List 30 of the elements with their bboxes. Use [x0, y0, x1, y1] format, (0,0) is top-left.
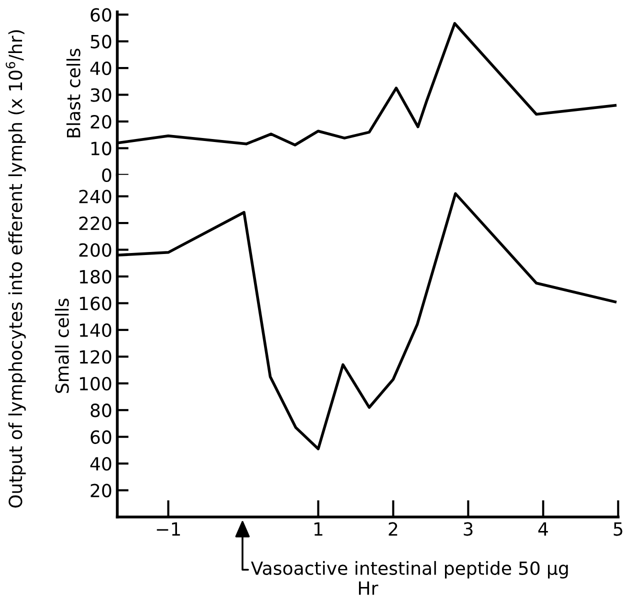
y-tick-label: 200 [79, 243, 112, 257]
text: Output of lymphocytes into efferent lymph (x 10$^{6}$/hr) [6, 30, 26, 508]
y-tick-label: 10 [91, 142, 112, 156]
y-tick-label: 30 [90, 88, 112, 102]
y-tick-label: 180 [80, 270, 112, 284]
y-tick-label: 60 [90, 8, 112, 22]
y-tick-label: 20 [90, 114, 112, 129]
y-tick-label: 40 [90, 62, 112, 76]
y-tick-label: 0 [102, 168, 112, 182]
y-tick-label: 160 [80, 296, 112, 310]
x-tick-label: 4 [538, 522, 548, 536]
text: Vasoactive intestinal peptide 50 μg [250, 561, 568, 579]
x-tick-label: 2 [388, 522, 398, 536]
y-tick-label: 80 [90, 404, 112, 418]
y-tick-label: 50 [90, 34, 112, 48]
x-tick-label: 1 [314, 522, 322, 536]
y-tick-label: 20 [90, 484, 112, 498]
y-tick-label: 220 [79, 216, 112, 230]
y-tick-label: 100 [80, 376, 112, 390]
x-axis-title: Hr [358, 582, 378, 595]
y-tick-label: 120 [80, 350, 112, 364]
x-tick-label: 3 [464, 522, 472, 536]
y-tick-label: 40 [90, 457, 112, 471]
x-tick-label: −1 [156, 522, 180, 536]
y-tick-label: 140 [80, 323, 112, 338]
y-tick-label: 60 [90, 430, 112, 444]
y-axis-title: Small cells [54, 298, 69, 393]
y-axis-title: Blast cells [66, 48, 80, 138]
x-tick-label: 5 [614, 522, 622, 536]
y-tick-label: 240 [79, 190, 112, 204]
